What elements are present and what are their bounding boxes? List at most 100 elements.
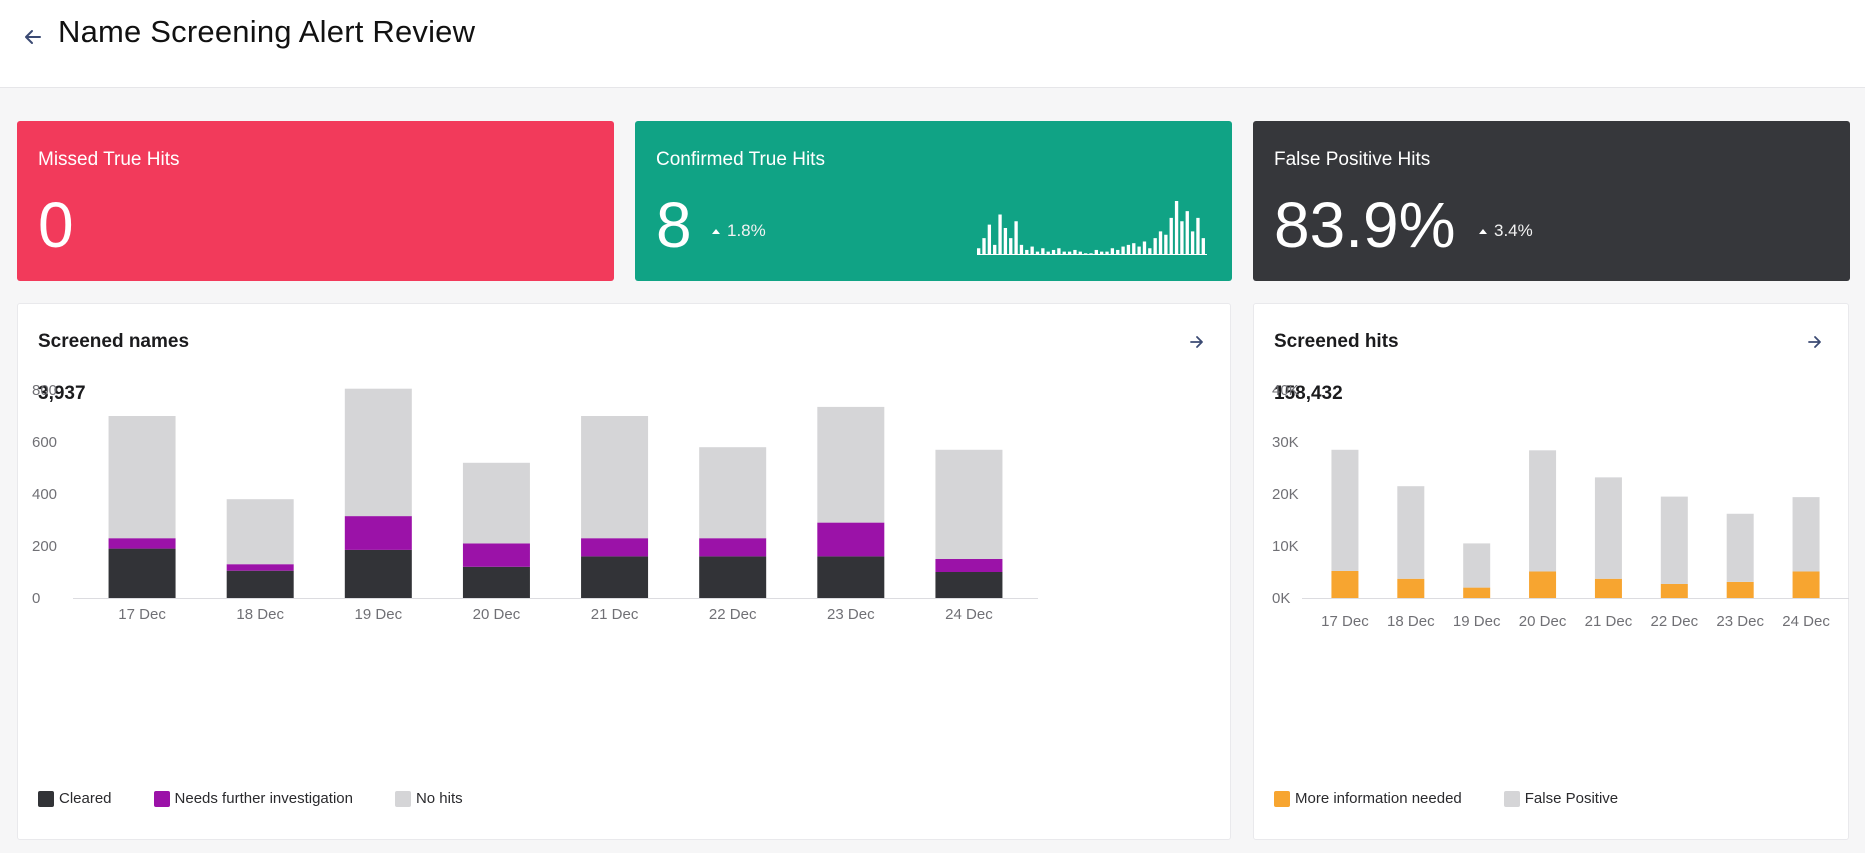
bar-segment-needs-further-investigation[interactable]	[108, 538, 176, 549]
bar-segment-cleared[interactable]	[581, 556, 649, 598]
bar-segment-cleared[interactable]	[108, 548, 176, 598]
bar-segment-no-hits[interactable]	[581, 416, 649, 539]
bar-segment-false-positive[interactable]	[1529, 450, 1557, 572]
sparkline-bar	[1142, 241, 1147, 255]
back-button[interactable]	[18, 22, 48, 52]
sparkline-bar	[1126, 244, 1131, 255]
sparkline-bar	[1169, 217, 1173, 255]
legend-item[interactable]: Needs further investigation	[153, 790, 353, 807]
trend-up-icon	[712, 228, 720, 234]
bar-segment-needs-further-investigation[interactable]	[581, 538, 649, 557]
legend-swatch	[1274, 790, 1290, 807]
legend-swatch	[394, 790, 411, 807]
x-tick-label: 19 Dec	[1453, 613, 1501, 630]
legend-item[interactable]: Cleared	[38, 790, 112, 807]
sparkline-bar	[1180, 221, 1184, 255]
kpi-missed-true-hits[interactable]: Missed True Hits 0	[17, 121, 614, 281]
bar-segment-needs-further-investigation[interactable]	[226, 564, 294, 571]
sparkline-bar	[1057, 248, 1061, 255]
bar-segment-false-positive[interactable]	[1792, 497, 1820, 572]
bar-segment-more-information-needed[interactable]	[1529, 571, 1557, 598]
kpi-value: 83.9%	[1274, 189, 1456, 261]
sparkline-bar	[1201, 238, 1205, 255]
x-tick-label: 21 Dec	[591, 606, 639, 623]
bar-segment-needs-further-investigation[interactable]	[935, 559, 1003, 572]
x-tick-label: 22 Dec	[1651, 613, 1699, 630]
legend-label: False Positive	[1524, 790, 1619, 807]
sparkline-bar	[1185, 211, 1189, 255]
bar-segment-needs-further-investigation[interactable]	[344, 516, 412, 550]
sparkline-bar	[1148, 248, 1152, 255]
trend-up-icon	[1479, 228, 1487, 234]
x-tick-label: 21 Dec	[1585, 613, 1633, 630]
bar-segment-no-hits[interactable]	[817, 406, 885, 523]
bar-segment-more-information-needed[interactable]	[1792, 571, 1820, 598]
bar-segment-more-information-needed[interactable]	[1397, 578, 1425, 598]
y-tick-label: 600	[32, 434, 57, 451]
bar-segment-no-hits[interactable]	[462, 462, 530, 544]
bar-segment-cleared[interactable]	[935, 572, 1003, 598]
bar-segment-cleared[interactable]	[462, 566, 530, 598]
bar-segment-more-information-needed[interactable]	[1594, 578, 1622, 598]
y-tick-label: 200	[32, 538, 57, 555]
x-tick-label: 20 Dec	[473, 606, 521, 623]
arrow-right-icon	[1190, 336, 1203, 348]
sparkline-bar	[1110, 248, 1115, 255]
bar-segment-more-information-needed[interactable]	[1463, 587, 1491, 598]
page-header: Name Screening Alert Review	[0, 0, 1865, 88]
bar-segment-false-positive[interactable]	[1594, 477, 1622, 579]
screened-hits-open-button[interactable]	[1802, 329, 1828, 355]
bar-segment-false-positive[interactable]	[1726, 513, 1754, 582]
sparkline-bar	[1025, 249, 1029, 255]
y-tick-label: 30K	[1272, 434, 1299, 451]
bar-segment-cleared[interactable]	[817, 556, 885, 598]
bar-segment-more-information-needed[interactable]	[1660, 583, 1688, 598]
arrow-right-icon	[1808, 336, 1821, 348]
legend-item[interactable]: More information needed	[1274, 790, 1462, 807]
x-tick-label: 23 Dec	[827, 606, 875, 623]
bar-segment-cleared[interactable]	[344, 549, 412, 598]
sparkline-bar	[1019, 244, 1024, 255]
sparkline-bar	[982, 238, 986, 255]
legend-swatch	[153, 790, 170, 807]
screened-hits-chart: 0K 10K 20K 30K 40K 17 Dec 18 Dec 19 Dec 20 Dec 21…	[1272, 382, 1849, 630]
bar-segment-no-hits[interactable]	[108, 416, 176, 539]
panel-title: Screened hits	[1274, 331, 1399, 352]
legend-item[interactable]: No hits	[394, 790, 463, 807]
x-tick-label: 19 Dec	[355, 606, 403, 623]
bar-segment-no-hits[interactable]	[344, 388, 412, 517]
sparkline-bar	[998, 214, 1002, 255]
bar-segment-no-hits[interactable]	[226, 499, 294, 565]
bar-segment-false-positive[interactable]	[1660, 496, 1688, 584]
screened-hits-panel: Screened hits 158,432 0K 10K 20K 30K 40K 17 D…	[1253, 303, 1849, 840]
x-tick-label: 17 Dec	[118, 606, 166, 623]
sparkline-bar	[1046, 251, 1050, 255]
bar-segment-cleared[interactable]	[699, 556, 767, 598]
bar-segment-false-positive[interactable]	[1397, 486, 1425, 579]
sparkline-bar	[1041, 248, 1045, 255]
kpi-false-positive-hits[interactable]: False Positive Hits 83.9% 3.4%	[1253, 121, 1850, 281]
kpi-trend-value: 3.4%	[1494, 221, 1533, 240]
bar-segment-cleared[interactable]	[226, 570, 294, 598]
screened-names-panel: Screened names 3,937 0 200 400 600 800 17 Dec…	[17, 303, 1231, 840]
screened-names-open-button[interactable]	[1184, 329, 1210, 355]
kpi-trend: 1.8%	[712, 221, 766, 241]
bar-segment-needs-further-investigation[interactable]	[817, 522, 885, 557]
x-tick-label: 17 Dec	[1321, 613, 1369, 630]
bar-segment-more-information-needed[interactable]	[1726, 581, 1754, 598]
screened-names-legend: Cleared Needs further investigation No hit…	[38, 790, 505, 807]
kpi-confirmed-true-hits[interactable]: Confirmed True Hits 8 1.8%	[635, 121, 1232, 281]
bar-segment-no-hits[interactable]	[699, 447, 767, 539]
bar-segment-needs-further-investigation[interactable]	[699, 538, 767, 557]
bar-segment-needs-further-investigation[interactable]	[462, 543, 530, 567]
screened-names-chart: 0 200 400 600 800 17 Dec 18 Dec 19 Dec 20 Dec 21 …	[32, 382, 1038, 623]
bar-segment-more-information-needed[interactable]	[1331, 570, 1359, 598]
sparkline-bar	[993, 244, 997, 255]
bar-segment-false-positive[interactable]	[1463, 543, 1491, 588]
bar-segment-no-hits[interactable]	[935, 449, 1003, 559]
legend-swatch	[38, 790, 54, 807]
bar-segment-false-positive[interactable]	[1331, 449, 1359, 571]
screened-hits-legend: More information needed False Positive	[1274, 790, 1660, 807]
legend-item[interactable]: False Positive	[1503, 790, 1619, 807]
x-tick-label: 18 Dec	[236, 606, 284, 623]
